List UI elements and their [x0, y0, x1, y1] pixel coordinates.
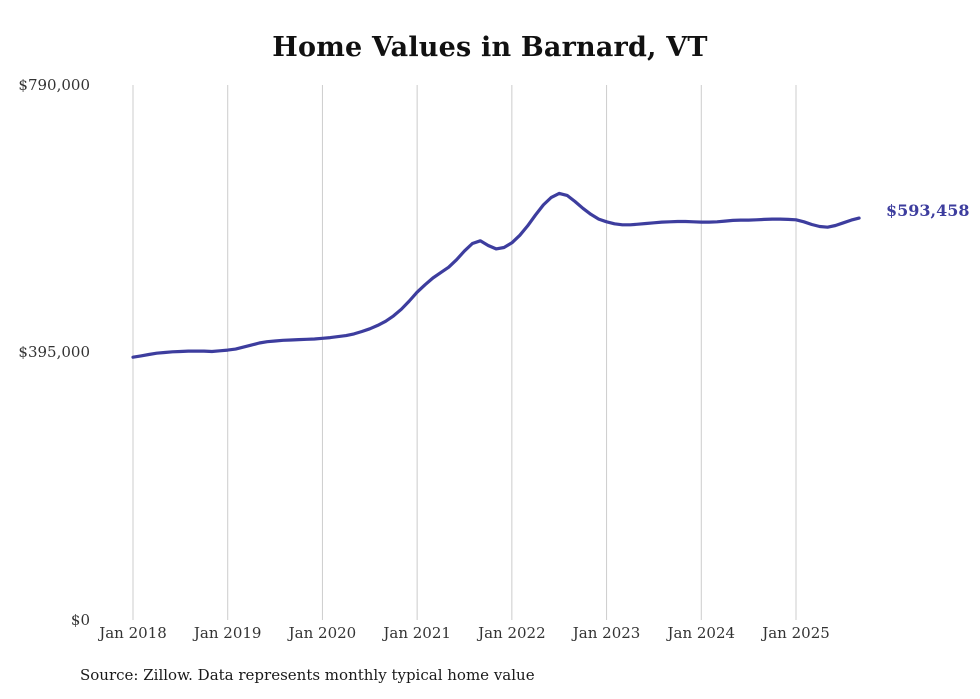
x-tick-label: Jan 2024	[667, 624, 736, 642]
x-tick-label: Jan 2019	[193, 624, 262, 642]
x-tick-label: Jan 2022	[478, 624, 546, 642]
gridlines	[132, 85, 797, 620]
value-line	[131, 191, 861, 359]
y-tick-label-mid: $395,000	[18, 343, 90, 361]
y-tick-label-top: $790,000	[18, 76, 90, 94]
y-tick-label-zero: $0	[70, 611, 90, 629]
x-tick-label: Jan 2020	[288, 624, 357, 642]
current-value-label: $593,458	[886, 201, 970, 220]
x-tick-label: Jan 2023	[572, 624, 641, 642]
source-note: Source: Zillow. Data represents monthly …	[80, 666, 535, 684]
x-tick-label: Jan 2021	[383, 624, 451, 642]
x-tick-label: Jan 2018	[99, 624, 167, 642]
x-tick-label: Jan 2025	[762, 624, 830, 642]
chart-title: Home Values in Barnard, VT	[272, 32, 708, 63]
